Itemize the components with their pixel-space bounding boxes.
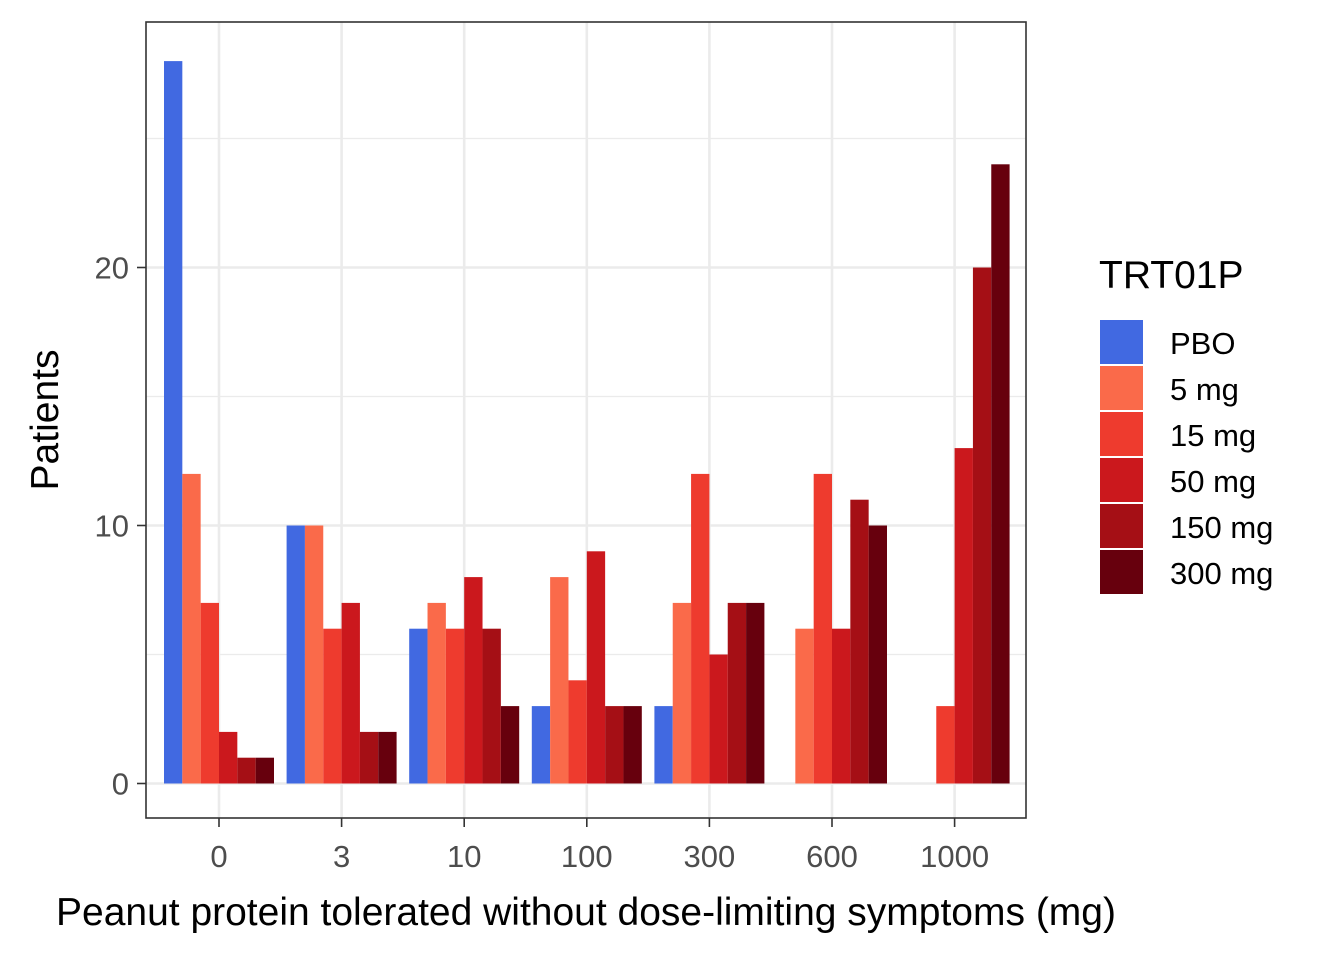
bar-5mg-10 [427,602,446,784]
legend-key [1100,412,1143,456]
bar-300mg-1000 [991,164,1010,784]
bar-50mg-0 [219,731,238,784]
y-tick-label: 0 [112,767,129,802]
bar-pbo-10 [409,628,428,784]
legend-key [1100,550,1143,594]
legend-label: 5 mg [1170,372,1239,407]
bar-15mg-3 [323,628,342,784]
bar-15mg-300 [691,473,710,784]
legend-key [1100,458,1143,502]
y-tick-label: 20 [95,251,129,286]
x-axis: 0 3 10 100 300 600 1000 [210,818,989,874]
x-tick-label: 3 [333,839,350,874]
legend: TRT01P PBO 5 mg 15 mg 50 mg 150 mg 300 mg [1099,254,1273,594]
x-tick-label: 10 [447,839,481,874]
legend-key [1100,320,1143,364]
bar-150mg-300 [727,602,747,784]
bars [164,61,1010,784]
bar-150mg-0 [237,757,256,784]
legend-title: TRT01P [1099,254,1244,297]
bar-15mg-1000 [936,706,955,784]
bar-50mg-10 [464,577,483,784]
bar-50mg-300 [709,654,728,784]
bar-15mg-100 [568,680,587,784]
bar-5mg-0 [182,473,201,784]
bar-5mg-600 [795,628,814,784]
bar-pbo-300 [654,706,673,784]
bar-150mg-100 [605,706,624,784]
bar-150mg-10 [482,628,501,784]
x-axis-title: Peanut protein tolerated without dose-li… [56,891,1116,934]
bar-5mg-100 [550,577,569,784]
bar-150mg-600 [850,499,869,784]
legend-key [1100,504,1143,548]
legend-key [1100,366,1143,410]
bar-50mg-1000 [954,448,973,784]
legend-label: 150 mg [1170,510,1273,545]
bar-50mg-3 [341,602,360,784]
bar-5mg-300 [672,602,692,784]
x-tick-label: 300 [684,839,736,874]
bar-150mg-3 [359,731,379,784]
legend-label: 50 mg [1170,464,1256,499]
bar-50mg-100 [586,551,606,784]
bar-50mg-600 [832,628,851,784]
bar-5mg-3 [304,525,324,784]
bar-150mg-1000 [972,267,992,784]
bar-300mg-300 [746,602,765,784]
bar-300mg-600 [868,525,887,784]
x-tick-label: 0 [210,839,227,874]
bar-pbo-3 [286,525,305,784]
bar-pbo-100 [531,706,551,784]
bar-300mg-0 [255,757,274,784]
bar-300mg-100 [623,706,642,784]
legend-label: PBO [1170,326,1235,361]
bar-15mg-0 [200,602,219,784]
legend-label: 300 mg [1170,556,1273,591]
x-tick-label: 100 [561,839,613,874]
bar-15mg-10 [445,628,465,784]
y-axis: 0 10 20 [95,251,146,802]
y-tick-label: 10 [95,509,129,544]
bar-pbo-0 [164,61,183,784]
bar-15mg-600 [813,473,832,784]
legend-label: 15 mg [1170,418,1256,453]
x-tick-label: 1000 [920,839,989,874]
bar-300mg-10 [500,706,520,784]
bar-300mg-3 [378,731,397,784]
x-tick-label: 600 [806,839,858,874]
y-axis-title: Patients [24,350,67,491]
